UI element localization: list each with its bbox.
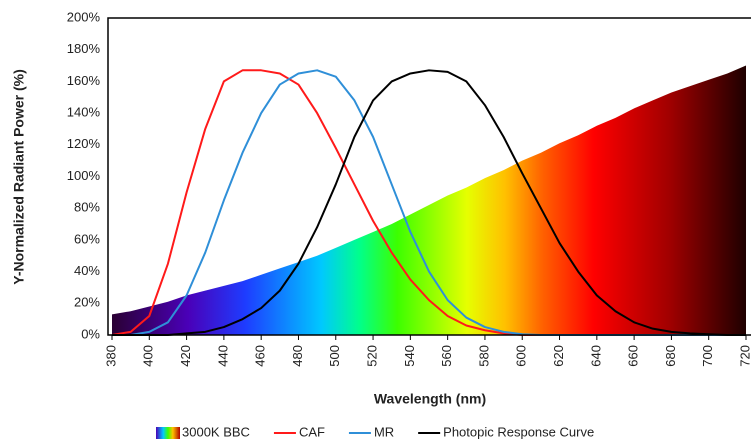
x-tick-label: 640 — [588, 345, 603, 367]
y-tick-label: 200% — [67, 9, 101, 24]
y-tick-label: 80% — [74, 200, 100, 215]
x-tick-label: 440 — [215, 345, 230, 367]
x-tick-label: 520 — [364, 345, 379, 367]
x-axis-title: Wavelength (nm) — [374, 391, 486, 407]
legend-label: CAF — [299, 424, 325, 439]
legend-label: Photopic Response Curve — [443, 424, 594, 439]
line — [112, 69, 746, 336]
x-tick-label: 600 — [514, 345, 529, 367]
x-tick-label: 580 — [476, 345, 491, 367]
legend-label: 3000K BBC — [182, 424, 250, 439]
x-tick-label: 500 — [327, 345, 342, 367]
x-tick-label: 420 — [178, 345, 193, 367]
area — [112, 65, 746, 336]
y-tick-label: 140% — [67, 105, 101, 120]
x-tick-label: 480 — [290, 345, 305, 367]
plot-frame — [107, 17, 751, 336]
x-tick-label: 680 — [663, 345, 678, 367]
x-tick-label: 720 — [737, 345, 751, 367]
x-tick-label: 700 — [700, 345, 715, 367]
y-tick-label: 0% — [81, 326, 100, 341]
y-tick-label: 100% — [67, 168, 101, 183]
x-tick-label: 380 — [103, 345, 118, 367]
x-tick-label: 400 — [141, 345, 156, 367]
y-tick-label: 180% — [67, 41, 101, 56]
x-tick-label: 660 — [626, 345, 641, 367]
x-tick-label: 620 — [551, 345, 566, 367]
legend-label: MR — [374, 424, 394, 439]
y-tick-label: 40% — [74, 263, 100, 278]
x-tick-label: 560 — [439, 345, 454, 367]
x-tick-label: 540 — [402, 345, 417, 367]
legend-swatch — [156, 427, 180, 439]
y-tick-label: 60% — [74, 231, 100, 246]
x-tick-label: 460 — [253, 345, 268, 367]
y-tick-label: 120% — [67, 136, 101, 151]
y-tick-label: 160% — [67, 73, 101, 88]
y-axis-title: Y-Normalized Radiant Power (%) — [11, 69, 27, 284]
y-tick-label: 20% — [74, 295, 100, 310]
